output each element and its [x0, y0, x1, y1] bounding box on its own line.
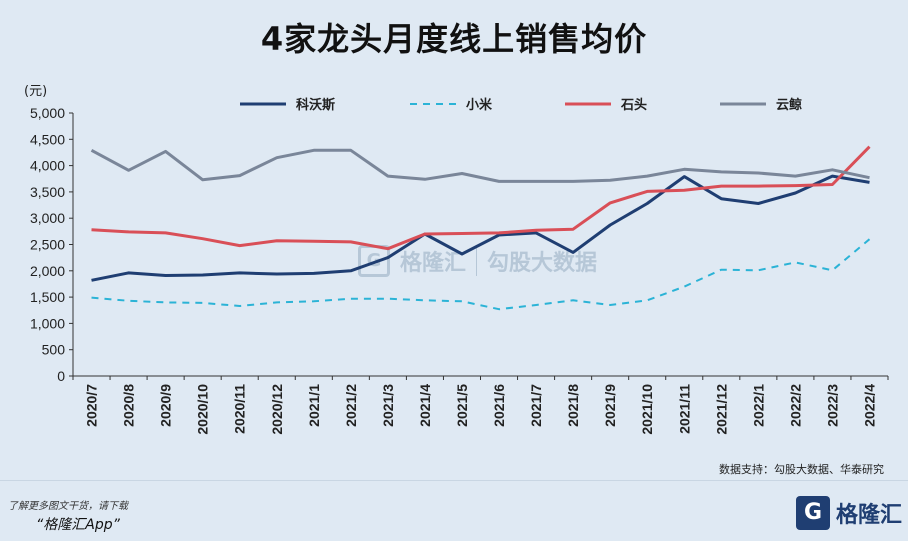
x-tick-label: 2022/4: [861, 384, 877, 427]
app-name: “格隆汇App”: [36, 517, 120, 533]
x-tick-label: 2020/7: [84, 384, 100, 427]
x-tick-label: 2021/3: [380, 384, 396, 427]
x-tick-label: 2020/10: [195, 384, 211, 435]
x-tick-label: 2022/1: [750, 384, 766, 427]
series-line-小米: [91, 238, 871, 311]
line-chart: 0 500 1,000 1,500 2,000 2,500 3,000 3,500 4,000 4…: [30, 97, 889, 435]
y-tick-label: 3,000: [30, 210, 65, 226]
x-tick-label: 2021/4: [417, 384, 433, 427]
x-tick-label: 2021/9: [602, 384, 618, 427]
x-tick-label: 2021/11: [676, 384, 692, 434]
y-tick-label: 4,500: [30, 131, 65, 147]
download-note: 了解更多图文干货，请下载: [8, 501, 128, 512]
series-line-石头: [91, 145, 871, 251]
data-source: 数据支持：勾股大数据、华泰研究: [719, 463, 884, 476]
y-tick-label: 5,000: [30, 105, 65, 121]
x-tick-label: 2020/9: [158, 384, 174, 427]
x-tick-label: 2021/6: [491, 384, 507, 427]
legend-label: 云鲸: [776, 97, 802, 113]
watermark-partner: 勾股大数据: [487, 251, 598, 276]
brand-logo: G 格隆汇: [795, 495, 902, 531]
y-tick-label: 500: [42, 342, 66, 358]
y-tick-label: 4,000: [30, 158, 65, 174]
legend-label: 小米: [466, 97, 493, 113]
x-tick-label: 2021/2: [343, 384, 359, 427]
y-tick-label: 2,000: [30, 263, 65, 279]
x-tick-label: 2020/11: [232, 384, 248, 434]
chart-title: 4家龙头月度线上销售均价: [260, 20, 648, 58]
x-tick-label: 2021/12: [713, 384, 729, 435]
x-tick-label: 2022/3: [824, 384, 840, 427]
x-tick-label: 2021/10: [639, 384, 655, 435]
y-tick-label: 0: [57, 368, 65, 384]
brand-logo-icon: G: [795, 496, 830, 530]
x-tick-label: 2021/5: [454, 384, 470, 427]
watermark: G 格隆汇 勾股大数据: [358, 245, 597, 277]
legend-label: 科沃斯: [296, 97, 335, 113]
y-tick-label: 2,500: [30, 237, 65, 253]
x-tick-label: 2021/8: [565, 384, 581, 427]
y-axis-unit: (元): [24, 84, 48, 99]
x-tick-label: 2022/2: [787, 384, 803, 427]
series-line-科沃斯: [91, 174, 870, 282]
x-tick-label: 2020/8: [121, 384, 137, 427]
watermark-divider: [476, 246, 478, 276]
x-tick-label: 2020/12: [269, 384, 285, 435]
y-tick-label: 3,500: [30, 184, 65, 200]
y-tick-label: 1,500: [30, 289, 65, 305]
x-tick-label: 2021/7: [528, 384, 544, 427]
watermark-brand: 格隆汇: [400, 251, 467, 276]
series-line-云鲸: [90, 148, 870, 183]
legend-label: 石头: [620, 97, 647, 113]
brand-logo-text: 格隆汇: [835, 503, 902, 528]
y-tick-label: 1,000: [30, 315, 65, 331]
footer-divider: [0, 480, 908, 481]
x-tick-label: 2021/1: [306, 384, 322, 427]
